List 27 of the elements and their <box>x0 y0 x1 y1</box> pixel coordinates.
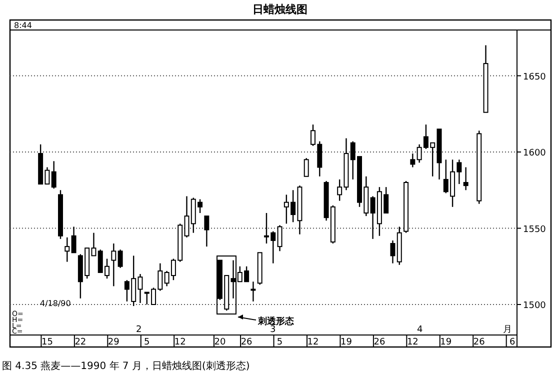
x-tick-label: 19 <box>440 338 452 348</box>
chart-title: 日蜡烛线图 <box>252 3 308 16</box>
x-tick-label: 12 <box>174 338 186 348</box>
x-tick-label: 19 <box>340 338 352 348</box>
x-tick-label: 6 <box>509 338 516 348</box>
x-tick-label: 12 <box>307 338 319 348</box>
annotation: 月 <box>503 325 512 335</box>
x-tick-label: 20 <box>214 338 226 348</box>
x-tick-label: 29 <box>108 338 120 348</box>
x-tick-label: 12 <box>406 338 418 348</box>
x-tick-label: 5 <box>144 338 150 348</box>
annotation: 3 <box>270 325 276 335</box>
text: 8:44 <box>14 21 32 30</box>
x-tick-label: 15 <box>41 338 53 348</box>
annotation: 2 <box>136 325 142 335</box>
x-tick-label: 26 <box>473 338 486 348</box>
x-tick-label: 26 <box>240 338 253 348</box>
annotation: 4 <box>417 325 423 335</box>
x-tick-label: 26 <box>374 338 386 348</box>
y-tick-label: 1650 <box>523 72 546 82</box>
y-tick-label: 1500 <box>523 301 546 311</box>
x-tick-label: 5 <box>276 338 283 348</box>
caption: 图 4.35 燕麦——1990 年 7 月，日蜡烛线图(刺透形态) <box>2 360 250 372</box>
y-tick-label: 1550 <box>523 224 546 235</box>
y-tick-label: 1600 <box>523 148 546 158</box>
annotation: 4/18/90 <box>40 299 71 308</box>
x-tick-label: 22 <box>74 338 86 348</box>
